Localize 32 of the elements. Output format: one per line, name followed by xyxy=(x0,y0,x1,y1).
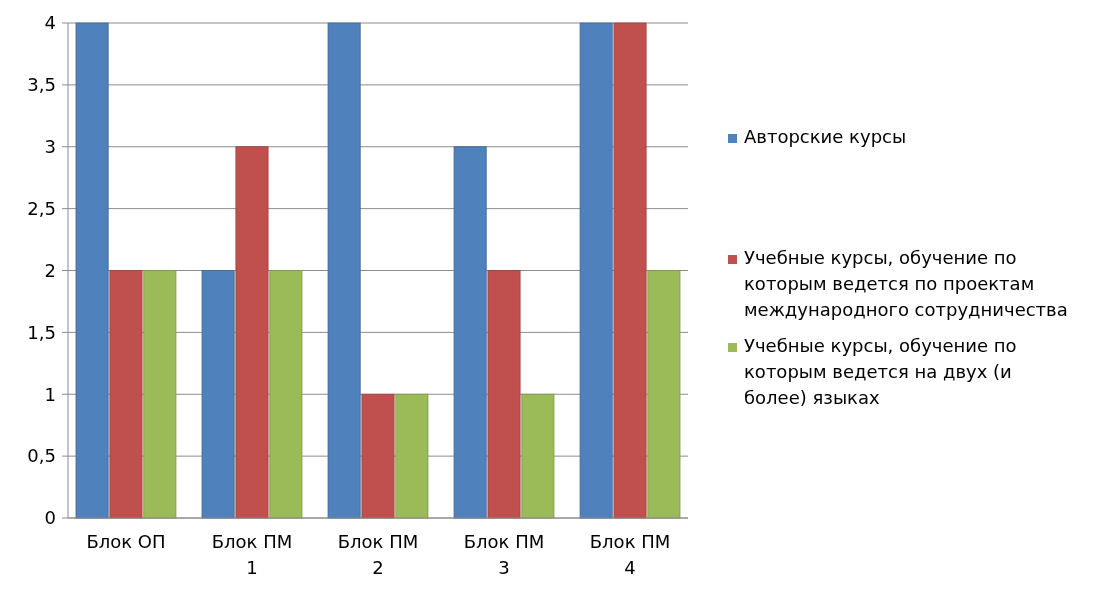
y-tick-label: 1 xyxy=(44,383,56,405)
y-tick-label: 0,5 xyxy=(27,445,56,467)
bar xyxy=(109,270,143,519)
x-tick-label: Блок ПМ 4 xyxy=(589,531,671,578)
bar xyxy=(647,270,681,519)
y-tick-label: 3,5 xyxy=(27,74,56,96)
x-tick-label: Блок ПМ 2 xyxy=(337,531,419,578)
bar xyxy=(75,22,109,519)
bar xyxy=(361,393,395,519)
legend-label: Авторские курсы xyxy=(744,126,907,147)
legend-label: Учебные курсы, обучение по которым ведется на двух (и более) языках xyxy=(744,335,1017,408)
x-tick-label: Блок ПМ 3 xyxy=(463,531,545,578)
bar xyxy=(613,22,647,519)
bar xyxy=(487,270,521,519)
y-tick-label: 1,5 xyxy=(27,321,56,343)
x-tick-label: Блок ПМ 1 xyxy=(211,531,293,578)
bar xyxy=(521,393,555,519)
bar xyxy=(143,270,177,519)
y-tick-label: 4 xyxy=(44,12,56,34)
bar xyxy=(395,393,429,519)
bar xyxy=(579,22,613,519)
y-tick-label: 3 xyxy=(44,136,56,158)
bar xyxy=(327,22,361,519)
bar xyxy=(453,146,487,519)
y-tick-label: 2 xyxy=(44,259,56,281)
y-tick-label: 0 xyxy=(44,507,56,529)
bar xyxy=(269,270,303,519)
bar xyxy=(235,146,269,519)
x-tick-label: Блок ОП xyxy=(86,531,166,552)
legend-label: Учебные курсы, обучение по которым ведется по проектам международного сотрудничества xyxy=(744,247,1068,320)
bar xyxy=(201,270,235,519)
y-tick-label: 2,5 xyxy=(27,197,56,219)
